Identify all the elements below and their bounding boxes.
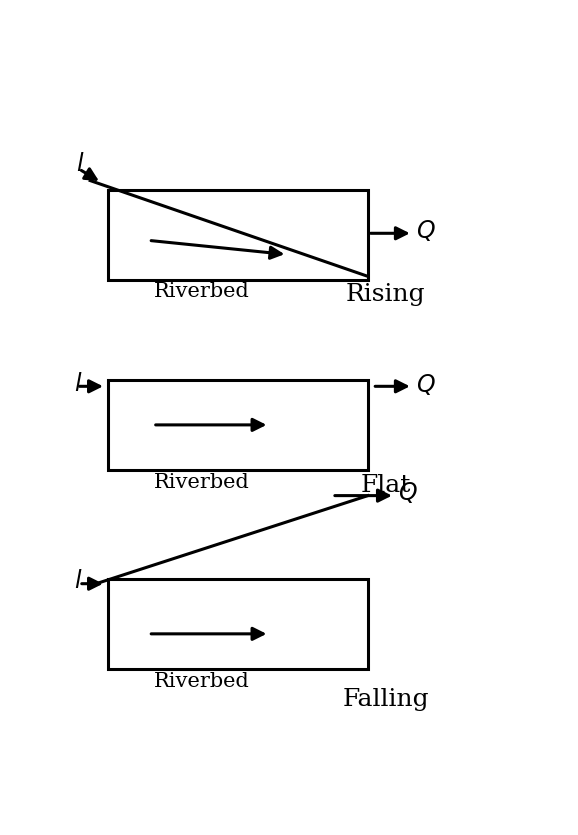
Text: Flat: Flat	[361, 474, 411, 498]
Text: $Q$: $Q$	[398, 480, 418, 505]
Bar	[108, 190, 368, 281]
Text: $Q$: $Q$	[416, 372, 436, 397]
Text: $l$: $l$	[76, 153, 84, 176]
Text: $l$: $l$	[75, 373, 83, 396]
Text: Rising: Rising	[346, 283, 425, 306]
Text: $Q$: $Q$	[416, 218, 436, 243]
Bar	[108, 380, 368, 470]
Text: Riverbed: Riverbed	[154, 281, 250, 301]
Text: Riverbed: Riverbed	[154, 473, 250, 492]
Bar	[108, 579, 368, 669]
Text: Riverbed: Riverbed	[154, 672, 250, 691]
Text: $l$: $l$	[75, 569, 83, 593]
Text: Falling: Falling	[343, 689, 429, 711]
